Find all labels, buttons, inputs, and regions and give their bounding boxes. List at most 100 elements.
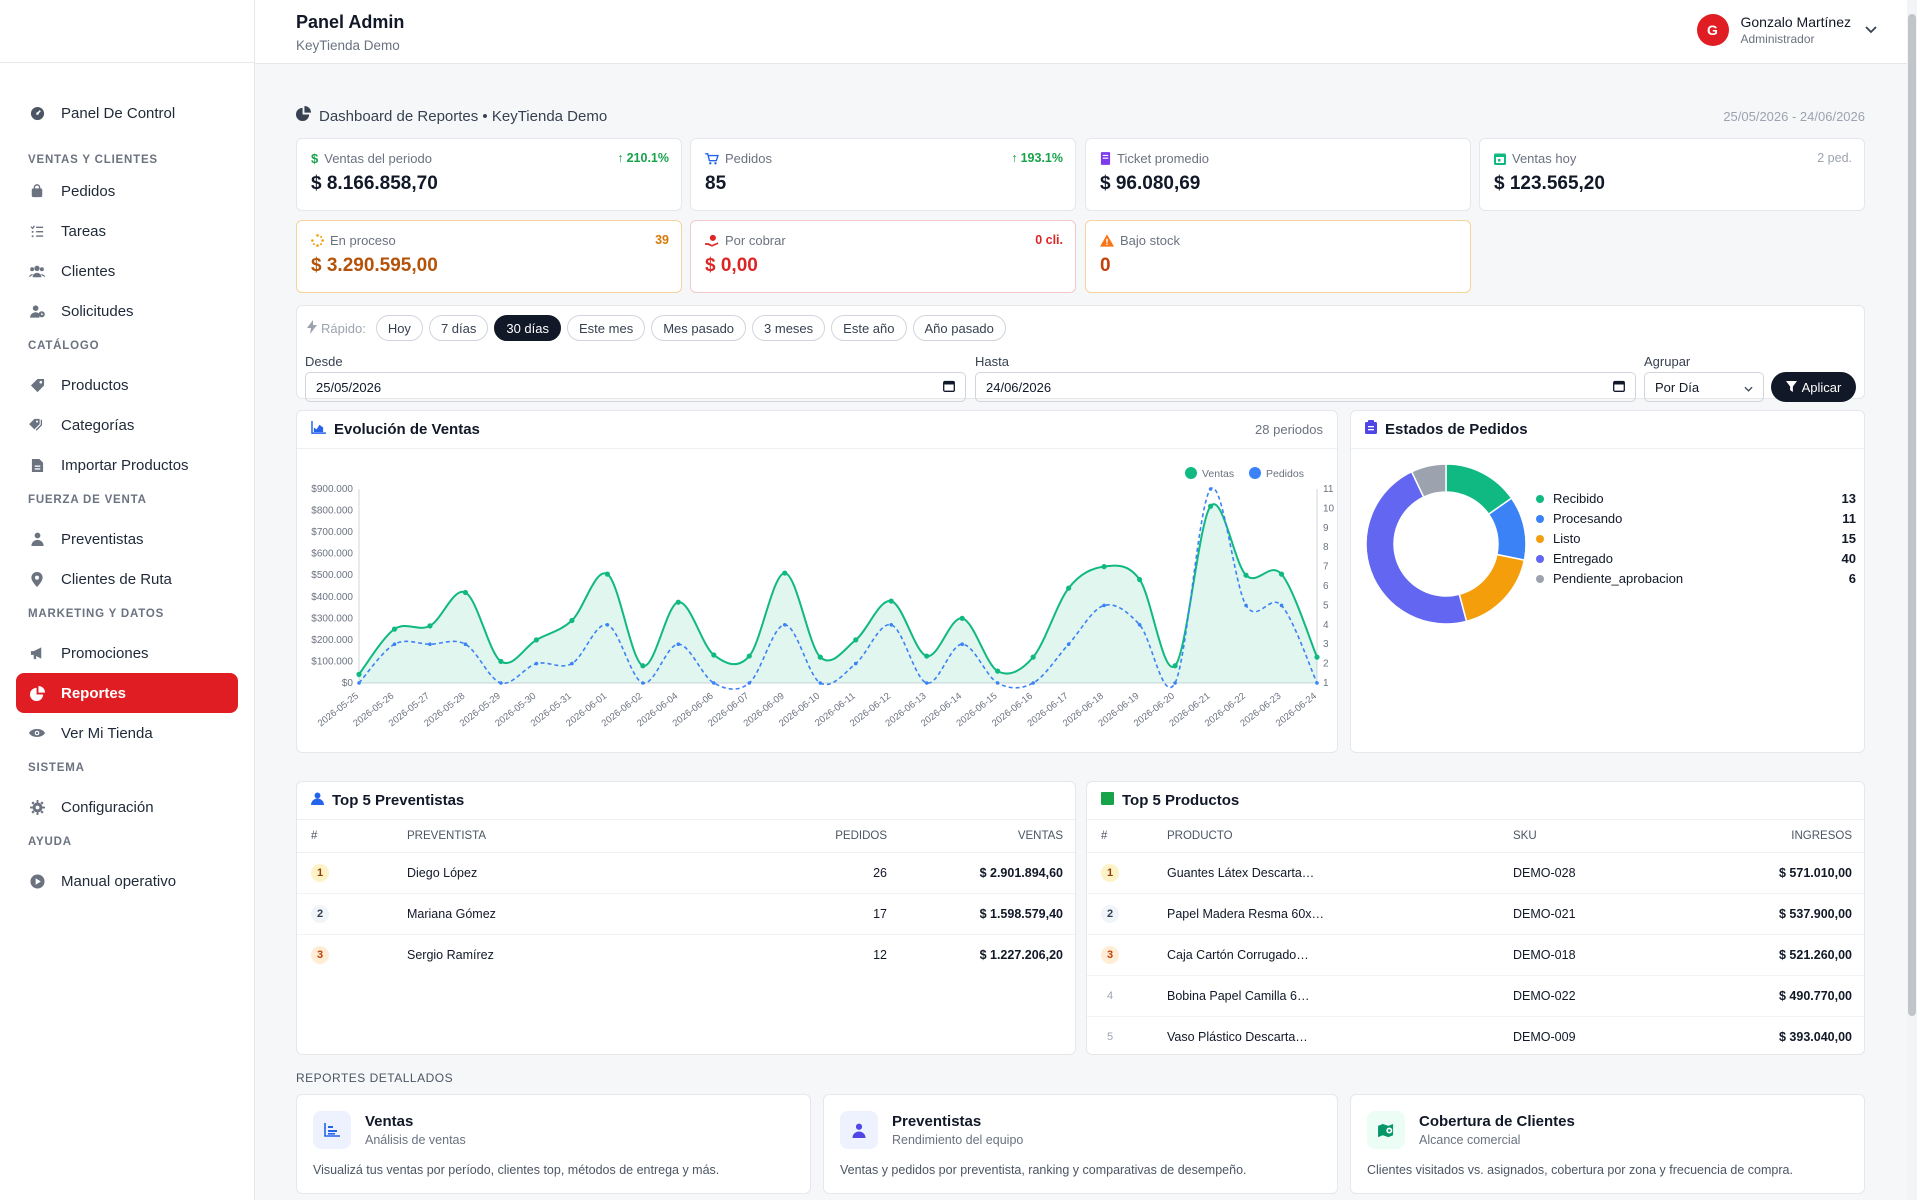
y2-tick-label: 3	[1323, 639, 1329, 650]
quick-7-dias[interactable]: 7 días	[428, 315, 489, 341]
sidebar-item-manual-operativo[interactable]: Manual operativo	[16, 861, 238, 901]
y2-tick-label: 5	[1323, 600, 1329, 611]
sidebar-item-panel-de-control[interactable]: Panel De Control	[16, 93, 238, 133]
sidebar-item-configuracion[interactable]: Configuración	[16, 787, 238, 827]
hasta-date-input[interactable]: 24/06/2026	[975, 372, 1636, 402]
user-menu[interactable]: G Gonzalo Martínez Administrador	[1696, 14, 1878, 46]
chevron-down-icon	[1744, 380, 1753, 395]
pedidos-point	[924, 681, 929, 685]
calendar-icon[interactable]	[943, 380, 955, 395]
sidebar-item-ver-mi-tienda[interactable]: Ver Mi Tienda	[16, 713, 238, 753]
scrollbar-thumb[interactable]	[1908, 14, 1916, 1016]
legend-ventas-label: Ventas	[1202, 468, 1234, 480]
report-description: Clientes visitados vs. asignados, cobert…	[1367, 1163, 1793, 1177]
rank-badge: 3	[1101, 945, 1119, 964]
quick-ano-pasado[interactable]: Año pasado	[912, 315, 1006, 341]
legend-swatch	[1536, 494, 1544, 503]
pedidos-point	[605, 623, 610, 627]
kpi-por-cobrar: Por cobrar $ 0,00 0 cli.	[690, 220, 1076, 293]
donut-slice-pendiente_aprobacion	[1410, 463, 1447, 499]
report-card-preventistas[interactable]: Preventistas Rendimiento del equipo Vent…	[823, 1094, 1338, 1194]
sidebar-item-categorias[interactable]: Categorías	[16, 405, 238, 445]
y2-tick-label: 6	[1323, 581, 1329, 592]
pedidos-point	[1031, 681, 1035, 685]
col-producto: Producto	[1167, 820, 1513, 853]
quick-mes-pasado[interactable]: Mes pasado	[651, 315, 747, 341]
pedidos-point	[1208, 487, 1213, 491]
sidebar-item-label: Panel De Control	[61, 104, 176, 122]
task-list-icon	[29, 223, 45, 239]
table-row: 5 Vaso Plástico Descarta… DEMO-009 $ 393…	[1087, 1016, 1864, 1057]
sidebar-item-reportes[interactable]: Reportes	[16, 673, 238, 713]
bolt-icon	[307, 319, 317, 337]
sidebar-item-clientes-de-ruta[interactable]: Clientes de Ruta	[16, 559, 238, 599]
sidebar-item-preventistas[interactable]: Preventistas	[16, 519, 238, 559]
quick-30-dias[interactable]: 30 días	[494, 315, 562, 341]
preventista-name: Diego López	[407, 852, 767, 894]
estados-donut-chart	[1365, 463, 1527, 625]
table-row: 1 Guantes Látex Descarta… DEMO-028 $ 571…	[1087, 852, 1864, 894]
map-location-icon	[1367, 1111, 1405, 1149]
ventas-area	[359, 504, 1317, 683]
sidebar-item-solicitudes[interactable]: Solicitudes	[16, 291, 238, 331]
table-row: 4 Bobina Papel Camilla 6… DEMO-022 $ 490…	[1087, 975, 1864, 1017]
producto-sku: DEMO-018	[1513, 934, 1693, 976]
user-info: Gonzalo Martínez Administrador	[1741, 14, 1852, 46]
tag-icon	[29, 377, 45, 393]
calendar-icon[interactable]	[1613, 380, 1625, 395]
estados-pedidos-card: Estados de Pedidos Recibido 13 Procesando 1…	[1350, 410, 1865, 753]
sidebar-item-tareas[interactable]: Tareas	[16, 211, 238, 251]
table-title: Top 5 Productos	[1122, 792, 1240, 809]
arrow-up-icon: ↑	[617, 151, 624, 165]
producto-name: Caja Cartón Corrugado…	[1167, 934, 1513, 976]
legend-pedidos-label: Pedidos	[1266, 468, 1304, 480]
sidebar-section-marketing: MARKETING Y DATOS	[28, 608, 165, 620]
pedidos-point	[1315, 681, 1319, 685]
sidebar-item-clientes[interactable]: Clientes	[16, 251, 238, 291]
quick-este-ano[interactable]: Este año	[831, 315, 907, 341]
clipboard-icon	[1365, 420, 1377, 439]
top-preventistas-card: Top 5 Preventistas # Preventista Pedidos…	[296, 781, 1076, 1055]
gauge-icon	[29, 105, 45, 121]
page-scrollbar[interactable]	[1907, 0, 1917, 1200]
y2-tick-label: 4	[1323, 620, 1329, 631]
pedidos-point	[676, 642, 681, 646]
report-card-ventas[interactable]: Ventas Análisis de ventas Visualizá tus …	[296, 1094, 811, 1194]
file-import-icon	[29, 457, 45, 473]
legend-item: Listo 15	[1536, 531, 1856, 546]
sidebar-item-promociones[interactable]: Promociones	[16, 633, 238, 673]
user-clock-icon	[29, 303, 45, 319]
sidebar-item-label: Reportes	[61, 684, 127, 702]
sidebar-item-label: Ver Mi Tienda	[61, 724, 153, 742]
quick-hoy[interactable]: Hoy	[375, 315, 423, 341]
sidebar-item-label: Preventistas	[61, 530, 144, 548]
sidebar-section-sistema: SISTEMA	[28, 762, 85, 774]
sidebar-item-productos[interactable]: Productos	[16, 365, 238, 405]
legend-item: Recibido 13	[1536, 491, 1856, 506]
agrupar-select[interactable]: Por Día	[1644, 372, 1764, 402]
producto-ingresos: $ 521.260,00	[1693, 934, 1864, 976]
report-card-cobertura[interactable]: Cobertura de Clientes Alcance comercial …	[1350, 1094, 1865, 1194]
report-title: Preventistas	[892, 1113, 982, 1130]
user-tie-icon	[29, 531, 45, 547]
legend-swatch	[1536, 554, 1544, 563]
sidebar-item-importar-productos[interactable]: Importar Productos	[16, 445, 238, 485]
report-description: Visualizá tus ventas por período, client…	[313, 1163, 720, 1177]
date-range-label: 25/05/2026 - 24/06/2026	[1723, 108, 1865, 124]
sidebar-item-label: Clientes de Ruta	[61, 570, 172, 588]
desde-date-input[interactable]: 25/05/2026	[305, 372, 966, 402]
kpi-value: 0	[1100, 255, 1111, 276]
sidebar-item-pedidos[interactable]: Pedidos	[16, 171, 238, 211]
apply-button[interactable]: Aplicar	[1771, 372, 1856, 402]
y-tick-label: $900.000	[311, 484, 353, 495]
quick-3-meses[interactable]: 3 meses	[752, 315, 826, 341]
pedidos-point	[1279, 603, 1284, 608]
desde-label: Desde	[305, 354, 343, 369]
producto-ingresos: $ 537.900,00	[1693, 893, 1864, 935]
chevron-down-icon[interactable]	[1865, 21, 1877, 39]
receipt-icon	[1100, 152, 1111, 165]
kpi-value: $ 8.166.858,70	[311, 173, 438, 194]
table-row: 2 Papel Madera Resma 60x… DEMO-021 $ 537…	[1087, 893, 1864, 935]
pedidos-point	[853, 661, 858, 666]
quick-este-mes[interactable]: Este mes	[567, 315, 646, 341]
